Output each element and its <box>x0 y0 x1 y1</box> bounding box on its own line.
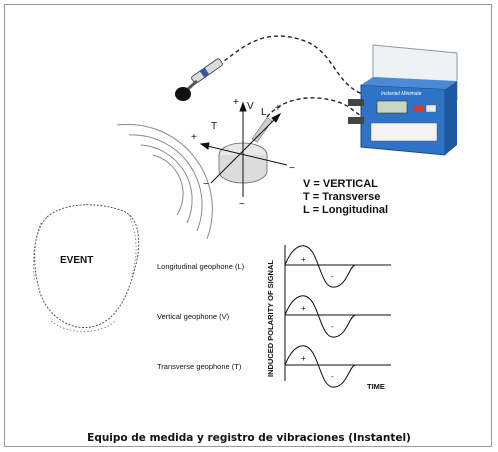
axis-t-minus: − <box>289 163 295 174</box>
axis-v-label: V <box>247 101 254 112</box>
geophone-label-transverse: Transverse geophone (T) <box>157 362 242 371</box>
figure-caption: Equipo de medida y registro de vibracion… <box>5 432 493 444</box>
signal-trace-longitudinal <box>285 246 355 287</box>
signal-trace-transverse <box>285 346 355 387</box>
trace-longitudinal-plus: + <box>301 255 306 264</box>
microphone-icon <box>175 58 223 101</box>
axis-v-minus: − <box>239 199 245 210</box>
trace-transverse-plus: + <box>301 354 306 363</box>
axis-l-minus: − <box>203 179 209 190</box>
axis-v-plus: + <box>233 97 239 108</box>
axis-t-label: T <box>211 121 217 132</box>
geophone-label-longitudinal: Longitudinal geophone (L) <box>157 262 245 271</box>
legend-longitudinal: L = Longitudinal <box>303 204 388 216</box>
geophone-label-vertical: Vertical geophone (V) <box>157 312 230 321</box>
trace-vertical-minus: - <box>331 322 334 331</box>
axis-legend: V = VERTICAL T = Transverse L = Longitud… <box>303 178 388 216</box>
axis-t-plus: + <box>191 132 197 143</box>
trace-vertical-plus: + <box>301 304 306 313</box>
event-label: EVENT <box>60 255 93 266</box>
legend-vertical: V = VERTICAL <box>303 178 378 190</box>
time-axis-label: TIME <box>367 382 385 391</box>
vibration-diagram: Instantel Minimate EVENT <box>5 5 493 430</box>
signal-plot: INDUCED POLARITY OF SIGNAL Longitudinal … <box>157 245 391 391</box>
trace-longitudinal-minus: - <box>331 272 334 281</box>
signal-axis-label: INDUCED POLARITY OF SIGNAL <box>266 260 275 377</box>
legend-transverse: T = Transverse <box>303 191 380 203</box>
trace-transverse-minus: - <box>331 372 334 381</box>
axis-l-label: L <box>261 107 267 118</box>
signal-trace-vertical <box>285 296 355 337</box>
sensor-cables <box>219 36 365 117</box>
axis-l-plus: + <box>275 103 281 114</box>
event-source: EVENT <box>33 205 138 332</box>
device-brand-label: Instantel Minimate <box>381 91 422 97</box>
vibration-monitor-device: Instantel Minimate <box>348 45 457 155</box>
figure-frame: Instantel Minimate EVENT <box>4 4 492 447</box>
